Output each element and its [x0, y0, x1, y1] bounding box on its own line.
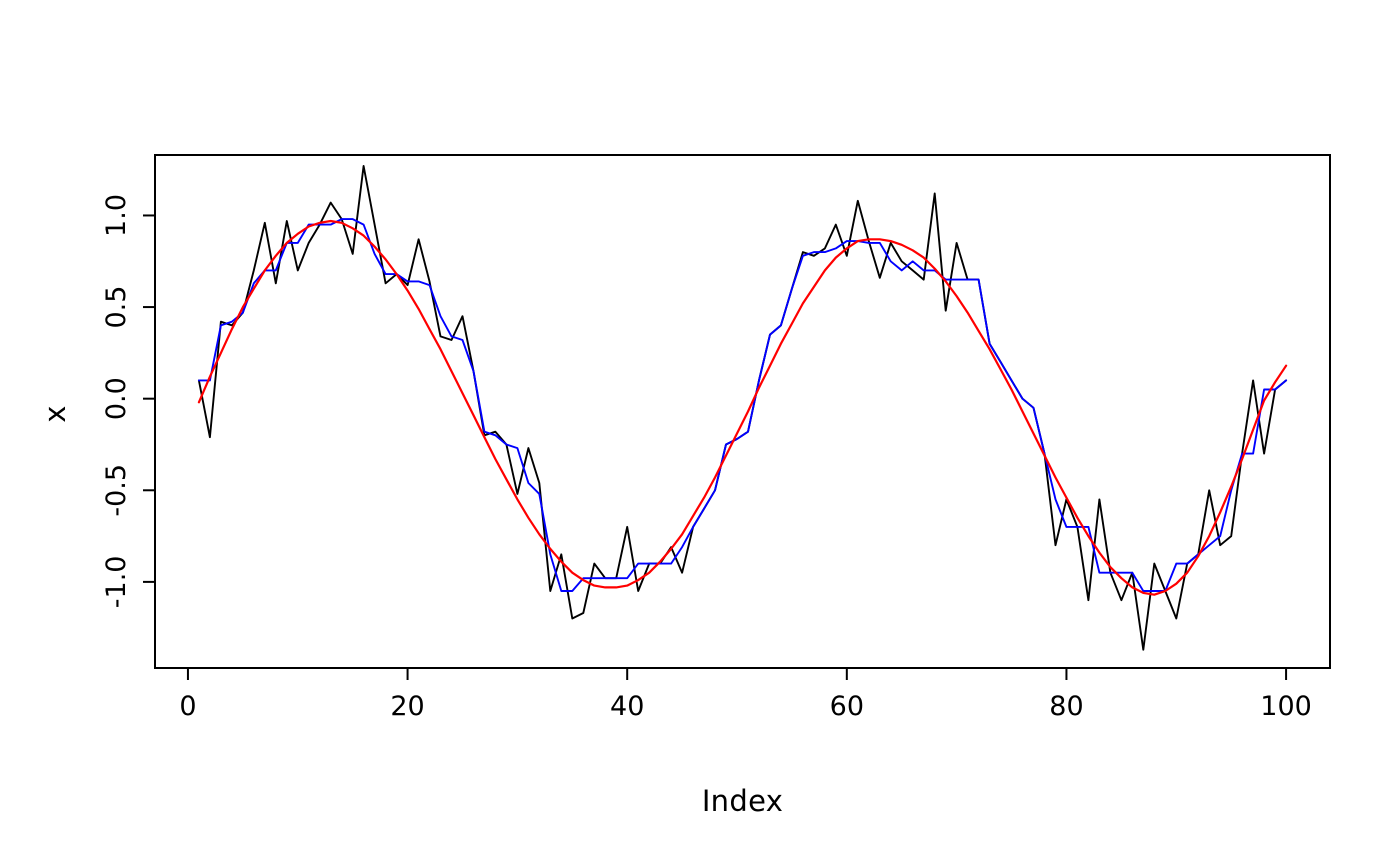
y-axis-tick-label: 0.0: [101, 377, 132, 420]
x-axis-tick-label: 40: [610, 691, 644, 722]
series-running-median-line: [197, 218, 1288, 592]
x-axis-tick-label: 60: [830, 691, 864, 722]
y-axis-label: x: [38, 405, 72, 423]
y-axis-tick-label: 1.0: [101, 194, 132, 237]
x-axis-tick-label: 80: [1049, 691, 1083, 722]
x-axis-tick-label: 0: [179, 691, 196, 722]
x-axis-tick-label: 100: [1260, 691, 1312, 722]
x-axis-label: Index: [701, 784, 784, 818]
y-axis-tick-label: -1.0: [101, 556, 132, 609]
series-smooth-fit-line: [197, 219, 1288, 596]
y-axis-tick-label: 0.5: [101, 286, 132, 329]
y-axis-tick-label: -0.5: [101, 464, 132, 517]
series-observed-line: [197, 165, 1288, 651]
x-axis-tick-label: 20: [390, 691, 424, 722]
plot-box: [154, 154, 1331, 669]
